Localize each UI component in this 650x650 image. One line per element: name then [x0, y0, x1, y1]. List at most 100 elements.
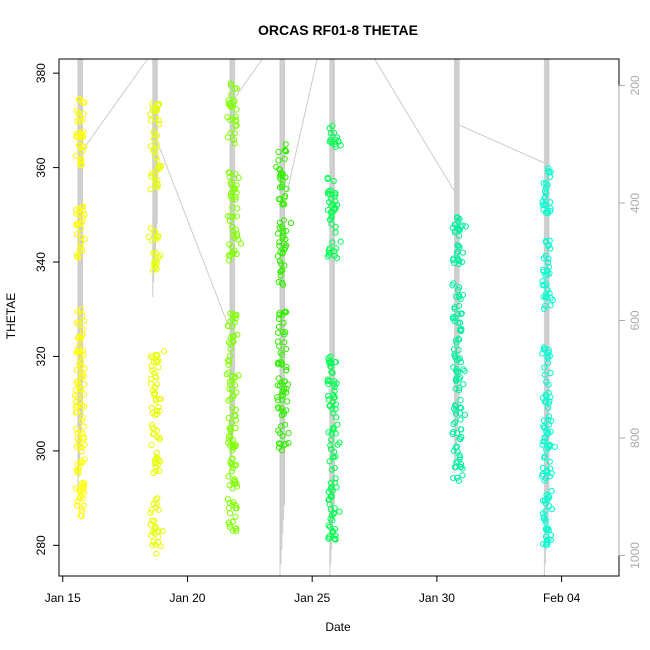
data-point — [226, 424, 233, 431]
data-point — [275, 148, 282, 156]
data-point — [454, 242, 461, 249]
data-point — [277, 440, 284, 447]
data-point — [327, 187, 334, 194]
data-point — [79, 495, 86, 502]
pressure-tick-label: 800 — [628, 428, 642, 448]
pressure-tick-label: 1000 — [628, 542, 642, 569]
data-point — [234, 205, 241, 212]
data-point — [226, 523, 233, 531]
data-point — [328, 213, 335, 220]
data-point — [450, 346, 458, 353]
data-point — [543, 281, 550, 288]
data-point — [331, 383, 338, 390]
data-point — [455, 346, 462, 353]
data-point — [452, 464, 459, 471]
data-point — [549, 296, 556, 304]
data-point — [78, 157, 85, 164]
data-point — [74, 348, 81, 355]
data-point — [150, 249, 157, 257]
data-point — [283, 148, 290, 155]
data-point — [326, 199, 333, 206]
x-axis: Jan 15 Jan 20 Jan 25 Jan 30 Feb 04 — [45, 575, 581, 605]
data-point — [278, 423, 285, 430]
data-point — [75, 344, 82, 351]
data-point — [539, 394, 547, 402]
y-tick-label: 300 — [34, 441, 48, 461]
x-tick-label: Jan 30 — [419, 591, 455, 605]
data-point — [227, 82, 235, 89]
ferry-line — [374, 58, 455, 192]
data-point — [73, 402, 80, 409]
data-point — [276, 242, 283, 249]
data-point — [232, 196, 239, 203]
data-point — [452, 419, 459, 426]
data-point — [150, 358, 157, 365]
data-point — [281, 331, 288, 338]
data-point — [225, 397, 232, 404]
data-point — [332, 143, 339, 150]
data-point — [455, 286, 462, 293]
data-point — [456, 454, 463, 461]
data-point — [282, 147, 289, 154]
data-point — [328, 466, 335, 473]
data-point — [546, 398, 553, 405]
data-point — [147, 186, 154, 193]
data-point — [79, 207, 87, 214]
data-point — [75, 254, 82, 261]
data-point — [548, 506, 556, 513]
data-point — [334, 441, 341, 448]
data-point — [278, 358, 285, 365]
data-point — [457, 416, 464, 423]
data-point — [80, 479, 88, 486]
data-point — [152, 352, 159, 359]
data-point — [153, 266, 160, 273]
data-point — [147, 509, 154, 516]
data-point — [332, 359, 339, 366]
data-point — [279, 266, 286, 273]
data-point — [457, 426, 464, 433]
data-point — [229, 196, 236, 203]
data-point — [151, 148, 158, 155]
data-point — [148, 506, 155, 514]
ferry-line — [79, 58, 148, 154]
data-point — [232, 226, 240, 233]
data-point — [77, 337, 84, 344]
data-point — [158, 163, 165, 170]
data-point — [328, 512, 335, 519]
data-point — [325, 522, 332, 529]
data-point — [327, 363, 334, 370]
data-point — [230, 499, 237, 506]
data-point — [79, 487, 87, 494]
data-point — [233, 525, 240, 532]
data-point — [79, 369, 86, 376]
data-point — [79, 203, 86, 210]
data-points-layer — [72, 80, 558, 557]
data-point — [227, 459, 234, 466]
data-point — [72, 133, 80, 140]
data-point — [75, 438, 82, 446]
data-point — [546, 458, 553, 465]
data-point — [155, 404, 162, 411]
data-point — [235, 372, 242, 379]
data-point — [81, 441, 88, 448]
data-point — [331, 465, 338, 472]
data-point — [155, 117, 162, 124]
data-point — [74, 308, 81, 315]
data-point — [156, 468, 163, 475]
data-point — [330, 177, 337, 185]
data-point — [283, 363, 290, 370]
data-point — [283, 185, 290, 192]
data-point — [328, 368, 335, 376]
data-point — [155, 364, 162, 371]
data-point — [280, 410, 287, 418]
ferry-line — [286, 58, 318, 192]
data-point — [330, 394, 338, 401]
data-point — [232, 441, 239, 448]
data-point — [280, 200, 287, 207]
data-point — [325, 392, 332, 399]
data-point — [546, 494, 553, 501]
data-point — [151, 131, 158, 138]
data-point — [231, 140, 238, 147]
data-point — [541, 477, 548, 484]
data-point — [282, 421, 289, 428]
